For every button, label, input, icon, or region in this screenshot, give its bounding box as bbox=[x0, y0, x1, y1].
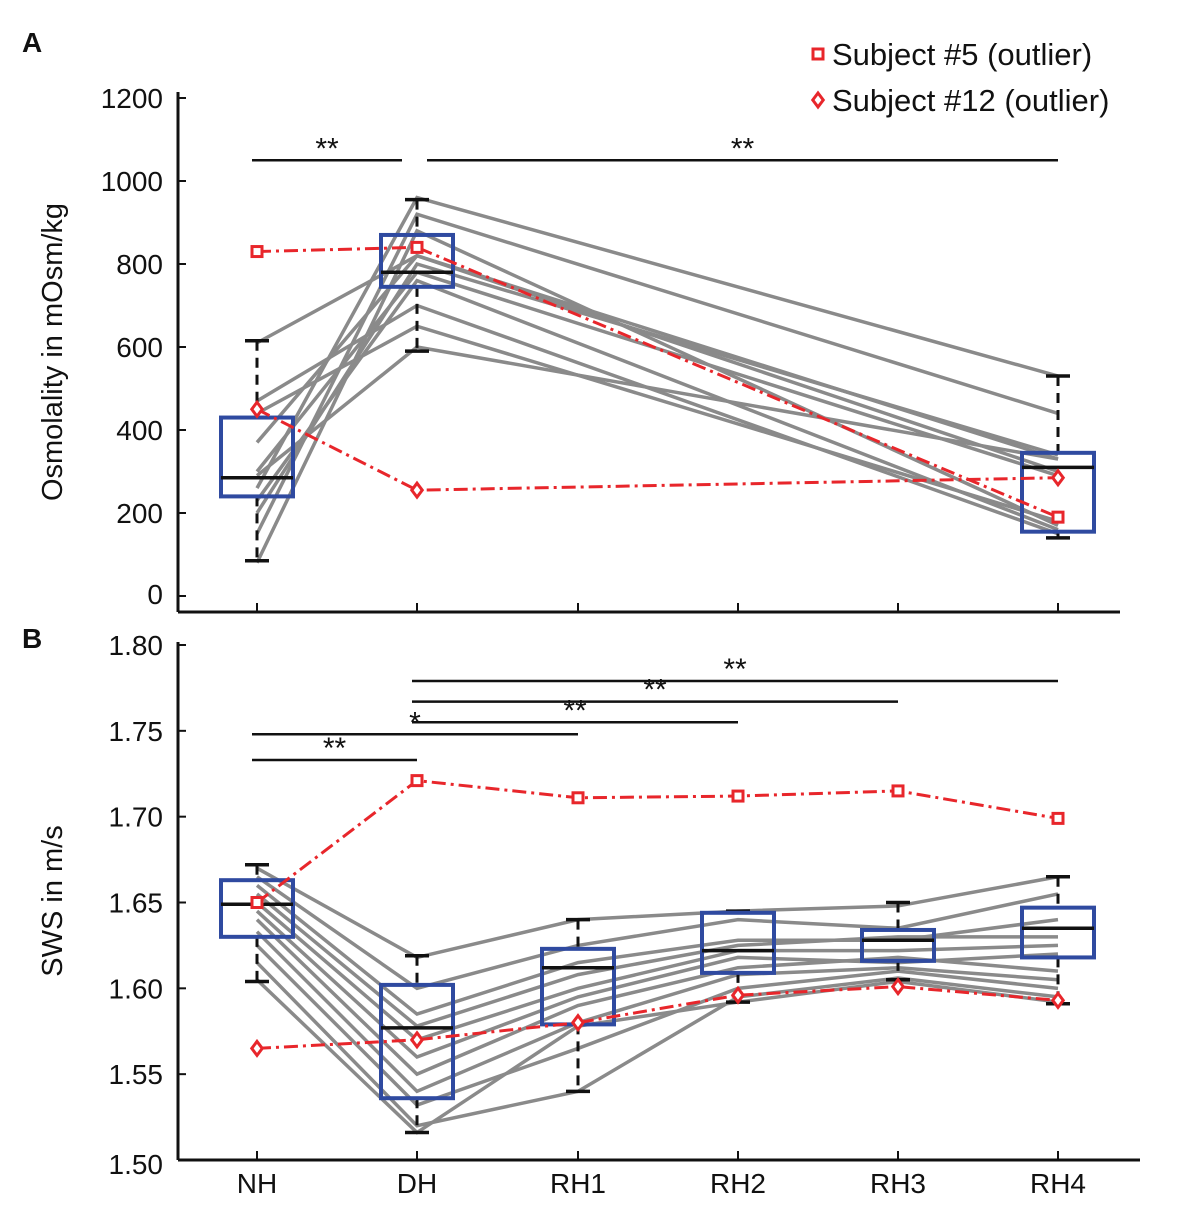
outlier-square-marker bbox=[410, 774, 424, 788]
subject-line bbox=[255, 901, 1059, 1042]
box bbox=[860, 927, 936, 963]
outlier-square-marker bbox=[891, 784, 905, 798]
y-axis-label: Osmolality in mOsm/kg bbox=[37, 203, 69, 501]
y-tick-label: 1.50 bbox=[109, 1149, 164, 1180]
y-tick-label: 600 bbox=[116, 332, 163, 363]
significance-label: ** bbox=[643, 674, 667, 707]
legend-diamond-icon bbox=[810, 90, 826, 110]
legend-label: Subject #5 (outlier) bbox=[832, 37, 1092, 72]
legend-label: Subject #12 (outlier) bbox=[832, 83, 1109, 118]
y-tick-label: 800 bbox=[116, 249, 163, 280]
significance-label: ** bbox=[315, 132, 339, 165]
box bbox=[1020, 450, 1096, 534]
y-tick-label: 1.65 bbox=[109, 888, 164, 919]
outlier-diamond-marker bbox=[570, 1013, 586, 1033]
y-tick-label: 1.75 bbox=[109, 716, 164, 747]
significance-label: ** bbox=[731, 132, 755, 165]
y-tick-label: 1200 bbox=[101, 83, 163, 114]
panel-b-label: B bbox=[22, 623, 42, 654]
box bbox=[379, 232, 455, 289]
box bbox=[219, 878, 295, 939]
outlier-line bbox=[256, 245, 1059, 519]
y-tick-label: 1.60 bbox=[109, 973, 164, 1004]
y-tick-label: 1000 bbox=[101, 166, 163, 197]
significance-label: ** bbox=[563, 694, 587, 727]
subject-line bbox=[255, 278, 1059, 532]
outlier-square-marker bbox=[1051, 811, 1065, 825]
outlier-diamond-marker bbox=[409, 480, 425, 500]
outlier-diamond-marker bbox=[249, 399, 265, 419]
outlier-line bbox=[256, 407, 1059, 492]
x-tick-label: RH3 bbox=[870, 1168, 926, 1199]
x-tick-label: DH bbox=[397, 1168, 437, 1199]
subject-line bbox=[256, 253, 1059, 461]
x-tick-label: NH bbox=[237, 1168, 277, 1199]
outlier-diamond-marker bbox=[1050, 990, 1066, 1010]
box bbox=[700, 910, 776, 975]
subject-line bbox=[255, 892, 1058, 1029]
box bbox=[1020, 905, 1096, 960]
subject-line bbox=[255, 944, 1059, 1108]
subject-line bbox=[255, 875, 1059, 991]
box bbox=[379, 982, 455, 1101]
outlier-square-marker bbox=[250, 245, 264, 259]
outlier-diamond-marker bbox=[1050, 468, 1066, 488]
outlier-diamond-marker bbox=[249, 1038, 265, 1058]
outlier-diamond-marker bbox=[409, 1030, 425, 1050]
legend-square-icon bbox=[811, 47, 825, 61]
significance-label: ** bbox=[723, 653, 747, 686]
subject-line bbox=[255, 978, 1059, 1135]
outlier-square-marker bbox=[731, 789, 745, 803]
outlier-square-marker bbox=[1051, 510, 1065, 524]
subject-line bbox=[255, 195, 1059, 489]
y-tick-label: 0 bbox=[147, 579, 163, 610]
outlier-square-marker bbox=[410, 240, 424, 254]
outlier-diamond-marker bbox=[890, 977, 906, 997]
legend: Subject #5 (outlier) Subject #12 (outlier… bbox=[810, 37, 1109, 118]
significance-label: ** bbox=[323, 732, 347, 765]
subject-line bbox=[256, 866, 1059, 960]
outlier-line bbox=[256, 779, 1059, 904]
y-axis-label: SWS in m/s bbox=[37, 825, 69, 976]
y-tick-label: 400 bbox=[116, 415, 163, 446]
y-tick-label: 1.55 bbox=[109, 1059, 164, 1090]
subject-line bbox=[255, 228, 1059, 564]
x-tick-label: RH4 bbox=[1030, 1168, 1086, 1199]
subject-line bbox=[255, 345, 1059, 478]
outlier-square-marker bbox=[571, 791, 585, 805]
y-tick-label: 1.70 bbox=[109, 802, 164, 833]
y-tick-label: 200 bbox=[116, 498, 163, 529]
x-tick-label: RH1 bbox=[550, 1168, 606, 1199]
outlier-square-marker bbox=[250, 896, 264, 909]
outlier-diamond-marker bbox=[730, 985, 746, 1005]
panel-a-chart: 0 200 400 600 800 1000 1200 Osmolality in mOsm/… bbox=[37, 83, 1120, 614]
panel-b-chart: 1.50 1.55 1.60 1.65 1.70 1.75 1.80 NH DH RH1 RH2 RH… bbox=[37, 630, 1140, 1199]
subject-line bbox=[255, 930, 1059, 1094]
x-tick-label: RH2 bbox=[710, 1168, 766, 1199]
y-tick-label: 1.80 bbox=[109, 630, 164, 661]
panel-a-label: A bbox=[22, 27, 42, 58]
